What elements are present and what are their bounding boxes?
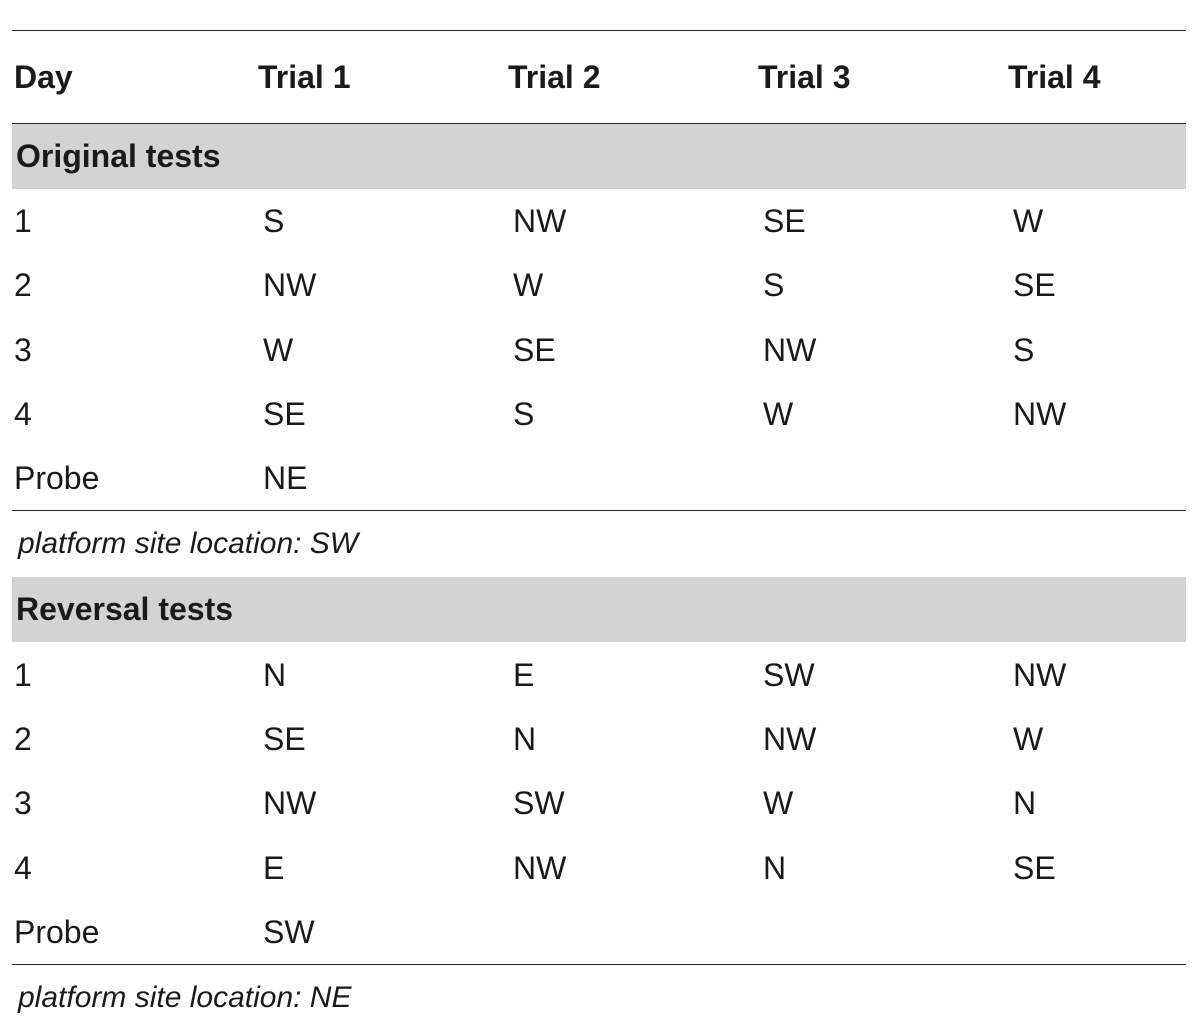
section-rule [12,510,1186,512]
trial-cell: NW [513,203,567,240]
section-title-reversal: Reversal tests [12,577,1186,643]
trial-cell: N [263,656,287,693]
table-row-probe: Probe SW [12,900,1186,964]
day-cell: 2 [14,720,32,757]
trial-cell: SE [1013,267,1056,304]
trial-cell: SW [513,785,565,822]
section-title-original: Original tests [12,124,1186,189]
trial-cell: NW [1013,656,1067,693]
trial-cell: NW [263,267,317,304]
day-cell: 3 [14,785,32,822]
table-row: 4 SE S W NW [12,382,1186,446]
day-cell: 4 [14,849,32,886]
day-cell: Probe [14,460,100,497]
trial-cell: W [763,785,794,822]
day-cell: 4 [14,396,32,433]
trial-cell: E [513,656,535,693]
trial-cell: S [263,203,285,240]
trial-cell: N [763,849,787,886]
trial-cell: W [263,331,294,368]
header-trial-2: Trial 2 [508,59,601,95]
top-rule [12,30,1186,31]
trial-cell: SW [263,913,315,950]
table-row: 1 S NW SE W [12,189,1186,253]
table-row: 3 W SE NW S [12,318,1186,382]
platform-note-reversal: platform site location: NE [18,980,352,1014]
trial-cell: NW [763,331,817,368]
table-row: 2 NW W S SE [12,253,1186,317]
trial-cell: NW [763,720,817,757]
trial-cell: SE [263,720,306,757]
header-rule [12,123,1186,124]
header-trial-4: Trial 4 [1008,59,1101,95]
trial-cell: SE [763,203,806,240]
day-cell: Probe [14,913,100,950]
trial-cell: SE [513,331,556,368]
header-trial-3: Trial 3 [758,59,851,95]
table-row: 2 SE N NW W [12,707,1186,771]
trial-cell: SE [263,396,306,433]
trial-cell: W [763,396,794,433]
platform-note-original: platform site location: SW [18,527,359,561]
trial-cell: S [763,267,785,304]
trial-cell: S [513,396,535,433]
trial-cell: NW [263,785,317,822]
trial-cell: SW [763,656,815,693]
trial-cell: N [513,720,537,757]
trial-cell: NW [513,849,567,886]
table-row: 3 NW SW W N [12,771,1186,835]
header-row: Day Trial 1 Trial 2 Trial 3 Trial 4 [12,31,1186,123]
trial-cell: W [513,267,544,304]
trial-cell: NW [1013,396,1067,433]
table-row-probe: Probe NE [12,446,1186,510]
trial-cell: S [1013,331,1035,368]
trial-cell: N [1013,785,1037,822]
header-trial-1: Trial 1 [258,59,351,95]
table-row: 1 N E SW NW [12,642,1186,706]
section-rule [12,963,1186,965]
trial-cell: NE [263,460,308,497]
trial-table: Day Trial 1 Trial 2 Trial 3 Trial 4 Orig… [12,30,1186,1031]
header-day: Day [14,59,73,95]
day-cell: 3 [14,331,32,368]
day-cell: 2 [14,267,32,304]
trial-cell: W [1013,720,1044,757]
table-row: 4 E NW N SE [12,835,1186,899]
trial-cell: SE [1013,849,1056,886]
trial-cell: E [263,849,285,886]
day-cell: 1 [14,656,32,693]
day-cell: 1 [14,203,32,240]
trial-cell: W [1013,203,1044,240]
